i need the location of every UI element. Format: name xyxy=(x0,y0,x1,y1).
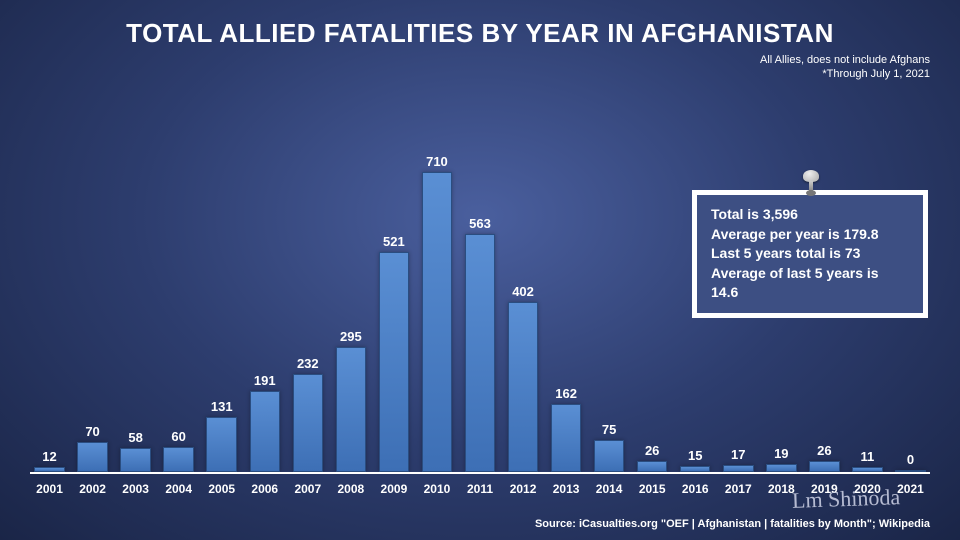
bar-group: 70 xyxy=(73,424,112,472)
bar-group: 15 xyxy=(676,448,715,472)
bar-group: 26 xyxy=(805,443,844,472)
x-axis-label: 2015 xyxy=(633,482,672,496)
pushpin-icon xyxy=(800,170,822,194)
x-axis-label: 2010 xyxy=(417,482,456,496)
bar xyxy=(120,448,150,473)
signature: Lm Shinoda xyxy=(791,484,900,514)
summary-info-box: Total is 3,596Average per year is 179.8L… xyxy=(692,190,928,318)
bar-value-label: 60 xyxy=(171,429,185,444)
x-axis-label: 2005 xyxy=(202,482,241,496)
bar-value-label: 191 xyxy=(254,373,276,388)
chart-title: TOTAL ALLIED FATALITIES BY YEAR IN AFGHA… xyxy=(0,0,960,49)
bar xyxy=(422,172,452,472)
bar-value-label: 17 xyxy=(731,447,745,462)
x-axis-label: 2009 xyxy=(374,482,413,496)
chart-subtitle: All Allies, does not include Afghans *Th… xyxy=(0,53,960,82)
info-line: Average per year is 179.8 xyxy=(711,225,909,245)
info-line: Last 5 years total is 73 xyxy=(711,244,909,264)
bar xyxy=(551,404,581,472)
info-line: Average of last 5 years is 14.6 xyxy=(711,264,909,303)
x-axis-label: 2014 xyxy=(590,482,629,496)
bar-value-label: 19 xyxy=(774,446,788,461)
bar-value-label: 162 xyxy=(555,386,577,401)
bar-group: 710 xyxy=(417,154,456,472)
bar-value-label: 232 xyxy=(297,356,319,371)
bar-group: 232 xyxy=(288,356,327,472)
bar-group: 58 xyxy=(116,430,155,473)
bar-group: 295 xyxy=(331,329,370,472)
x-axis-label: 2008 xyxy=(331,482,370,496)
source-citation: Source: iCasualties.org "OEF | Afghanist… xyxy=(535,518,930,530)
bar-group: 521 xyxy=(374,234,413,472)
bar-group: 162 xyxy=(547,386,586,472)
bar xyxy=(723,465,753,472)
bar-group: 191 xyxy=(245,373,284,472)
x-axis-line xyxy=(30,472,930,474)
bar xyxy=(508,302,538,472)
bar-value-label: 131 xyxy=(211,399,233,414)
bar-value-label: 402 xyxy=(512,284,534,299)
bar xyxy=(293,374,323,472)
bar-value-label: 70 xyxy=(85,424,99,439)
bar-value-label: 0 xyxy=(907,452,914,467)
bar xyxy=(77,442,107,472)
bar-value-label: 26 xyxy=(645,443,659,458)
bar xyxy=(379,252,409,472)
info-line: Total is 3,596 xyxy=(711,205,909,225)
bar-value-label: 11 xyxy=(861,449,875,464)
bar-group: 26 xyxy=(633,443,672,472)
x-axis-label: 2013 xyxy=(547,482,586,496)
bar-value-label: 710 xyxy=(426,154,448,169)
bar-value-label: 26 xyxy=(817,443,831,458)
x-axis-label: 2002 xyxy=(73,482,112,496)
bar-group: 402 xyxy=(504,284,543,472)
bar-group: 131 xyxy=(202,399,241,472)
bar xyxy=(465,234,495,472)
bar xyxy=(637,461,667,472)
x-axis-label: 2003 xyxy=(116,482,155,496)
bar-group: 11 xyxy=(848,449,887,472)
bar xyxy=(594,440,624,472)
bar-group: 75 xyxy=(590,422,629,472)
bar xyxy=(163,447,193,472)
bar-value-label: 295 xyxy=(340,329,362,344)
bar xyxy=(206,417,236,472)
bar xyxy=(336,347,366,472)
bar-value-label: 15 xyxy=(688,448,702,463)
bar-group: 60 xyxy=(159,429,198,472)
x-axis-label: 2007 xyxy=(288,482,327,496)
bar-group: 17 xyxy=(719,447,758,472)
bar-value-label: 58 xyxy=(128,430,142,445)
x-axis-label: 2016 xyxy=(676,482,715,496)
bar-group: 563 xyxy=(460,216,499,472)
bar-value-label: 563 xyxy=(469,216,491,231)
x-axis-label: 2006 xyxy=(245,482,284,496)
x-axis-label: 2017 xyxy=(719,482,758,496)
bar xyxy=(809,461,839,472)
bar-group: 19 xyxy=(762,446,801,472)
bar-group: 0 xyxy=(891,452,930,472)
bar-value-label: 12 xyxy=(42,449,56,464)
bar xyxy=(250,391,280,472)
bar xyxy=(766,464,796,472)
subtitle-line-2: *Through July 1, 2021 xyxy=(0,67,930,81)
x-axis-label: 2004 xyxy=(159,482,198,496)
x-axis-label: 2011 xyxy=(460,482,499,496)
x-axis-label: 2012 xyxy=(504,482,543,496)
subtitle-line-1: All Allies, does not include Afghans xyxy=(0,53,930,67)
bar-value-label: 521 xyxy=(383,234,405,249)
bar-group: 12 xyxy=(30,449,69,472)
bar-value-label: 75 xyxy=(602,422,616,437)
x-axis-label: 2001 xyxy=(30,482,69,496)
